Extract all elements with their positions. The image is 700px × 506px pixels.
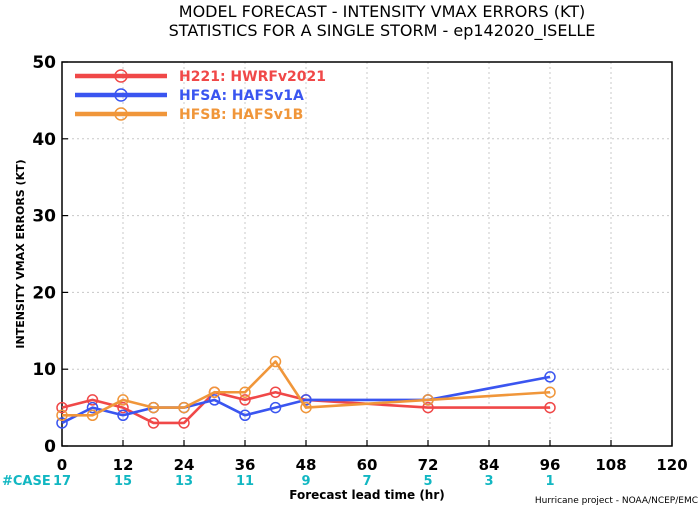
data-point (178, 417, 190, 429)
legend-label: H221: HWRFv2021 (179, 69, 326, 85)
data-point (300, 401, 312, 414)
legend-label: HFSB: HAFSv1B (179, 107, 303, 123)
data-point (147, 417, 160, 429)
data-point (422, 394, 434, 406)
data-point (239, 409, 251, 422)
grid (62, 62, 672, 446)
y-tick-label: 30 (32, 207, 56, 227)
x-tick-label: 36 (235, 456, 256, 474)
x-tick-label: 48 (296, 456, 317, 474)
x-tick-label: 108 (595, 456, 626, 474)
x-tick-label: 24 (174, 456, 195, 474)
legend-marker (114, 88, 128, 102)
data-point (117, 394, 129, 406)
data-point (269, 355, 282, 368)
x-tick-label: 12 (113, 456, 134, 474)
legend-item-1: HFSA: HAFSv1A (75, 88, 304, 104)
x-tick-label: 84 (479, 456, 500, 474)
case-count: 3 (484, 474, 493, 489)
case-count: 15 (114, 474, 132, 489)
data-point (86, 409, 99, 422)
x-tick-label: 0 (57, 456, 67, 474)
case-count: 13 (175, 474, 193, 489)
data-point (544, 371, 556, 383)
y-tick-label: 20 (32, 283, 56, 303)
data-point (208, 394, 221, 406)
chart-subtitle: STATISTICS FOR A SINGLE STORM - ep142020… (169, 21, 596, 41)
case-count: 7 (362, 474, 371, 489)
series-line (61, 375, 551, 425)
x-tick-label: 72 (418, 456, 439, 474)
data-point (178, 401, 190, 414)
credit-text: Hurricane project - NOAA/NCEP/EMC (535, 496, 698, 506)
data-point (269, 401, 282, 414)
data-point (117, 409, 129, 422)
legend: H221: HWRFv2021 HFSA: HAFSv1A HFSB: HAFSv1… (75, 69, 326, 123)
data-point (147, 401, 160, 414)
x-tick-label: 96 (540, 456, 561, 474)
legend-marker (114, 107, 128, 121)
case-count: 11 (236, 474, 254, 489)
y-axis-label: INTENSITY VMAX ERRORS (KT) (14, 159, 27, 348)
data-point (86, 401, 99, 414)
axis-ticks: 0 12 24 36 48 60 72 84 96 108 120 0 10 20 30 40 50 (32, 53, 687, 474)
data-point (56, 417, 68, 429)
data-point (86, 394, 99, 406)
series-layer (56, 355, 556, 429)
data-point (422, 401, 434, 414)
data-point (239, 386, 251, 398)
data-point (56, 409, 68, 422)
legend-item-2: HFSB: HAFSv1B (75, 107, 303, 123)
case-count: 5 (423, 474, 432, 489)
case-count: 9 (301, 474, 310, 489)
data-point (269, 386, 282, 398)
data-point (544, 401, 556, 414)
legend-marker (114, 69, 128, 83)
x-tick-label: 120 (656, 456, 687, 474)
y-tick-label: 0 (44, 437, 56, 457)
case-count: 1 (545, 474, 554, 489)
x-tick-label: 60 (357, 456, 378, 474)
case-label: #CASE (2, 474, 51, 489)
data-point (239, 394, 251, 406)
y-tick-label: 10 (32, 360, 56, 380)
data-point (544, 386, 556, 398)
case-count: 17 (53, 474, 71, 489)
chart-title: MODEL FORECAST - INTENSITY VMAX ERRORS (… (179, 2, 585, 21)
series-line (62, 360, 551, 417)
legend-label: HFSA: HAFSv1A (179, 88, 304, 104)
y-tick-label: 40 (32, 130, 56, 150)
data-point (56, 401, 68, 414)
data-point (208, 386, 221, 398)
series-2 (56, 355, 556, 422)
case-counts: #CASE 17 15 13 11 9 7 5 3 1 (2, 474, 555, 489)
legend-item-0: H221: HWRFv2021 (75, 69, 326, 85)
y-tick-label: 50 (32, 53, 56, 73)
data-point (117, 401, 129, 414)
series-1 (56, 371, 556, 429)
x-axis-label: Forecast lead time (hr) (289, 488, 445, 502)
